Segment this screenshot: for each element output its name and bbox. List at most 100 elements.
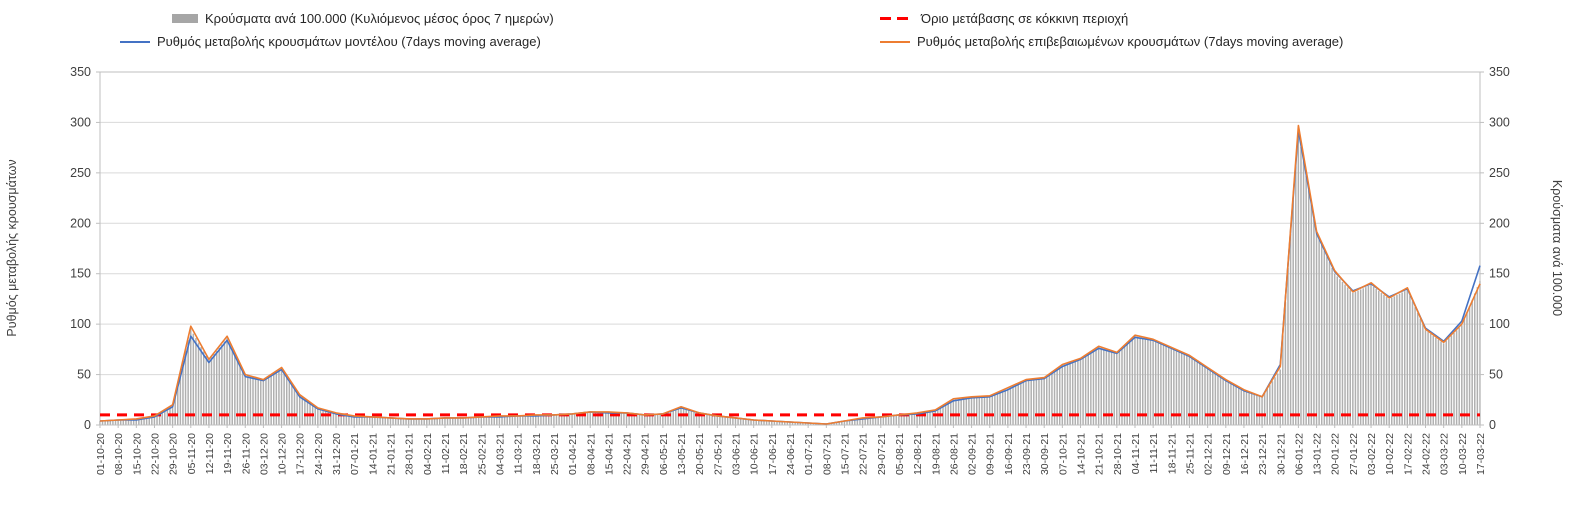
right-y-tick-label: 250: [1489, 166, 1510, 180]
left-axis-title: Ρυθμός μεταβολής κρουσμάτων: [5, 159, 19, 336]
x-tick-label: 20-05-21: [694, 433, 706, 475]
x-tick-label: 23-09-21: [1021, 433, 1033, 475]
x-tick-label: 04-03-21: [494, 433, 506, 475]
threshold-dash-swatch: [880, 17, 914, 20]
confirmed-line-swatch: [880, 40, 910, 43]
x-tick-label: 16-12-21: [1239, 433, 1251, 475]
legend-item-model-rate: Ρυθμός μεταβολής κρουσμάτων μοντέλου (7d…: [120, 34, 541, 49]
left-y-tick-label: 350: [70, 65, 91, 79]
x-tick-label: 08-07-21: [821, 433, 833, 475]
gridlines: [100, 71, 1480, 426]
bar-series-swatch: [172, 14, 198, 23]
chart-legend: Κρούσματα ανά 100.000 (Κυλιόμενος μέσος …: [0, 0, 1569, 56]
x-tick-label: 22-04-21: [622, 433, 634, 475]
right-y-tick-label: 300: [1489, 115, 1510, 129]
x-tick-label: 26-11-20: [240, 433, 252, 474]
x-tick-label: 17-12-20: [295, 433, 307, 475]
legend-row-1: Κρούσματα ανά 100.000 (Κυλιόμενος μέσος …: [0, 9, 1569, 32]
x-tick-label: 01-10-20: [95, 433, 107, 475]
x-tick-label: 03-12-20: [258, 433, 270, 475]
x-tick-label: 26-08-21: [948, 433, 960, 475]
x-tick-label: 10-02-22: [1384, 433, 1396, 475]
x-tick-label: 20-01-22: [1330, 433, 1342, 475]
left-y-tick-label: 300: [70, 115, 91, 129]
legend-label-model-rate: Ρυθμός μεταβολής κρουσμάτων μοντέλου (7d…: [157, 34, 541, 49]
plot-area: Ρυθμός μεταβολής κρουσμάτων Κρούσματα αν…: [5, 65, 1564, 475]
x-tick-label: 18-11-21: [1166, 433, 1178, 474]
x-tick-label: 29-10-20: [168, 433, 180, 475]
x-tick-label: 03-03-22: [1439, 433, 1451, 475]
x-tick-label: 25-03-21: [549, 433, 561, 475]
right-y-tick-label: 50: [1489, 368, 1503, 382]
x-tick-label: 02-12-21: [1203, 433, 1215, 475]
cases-bars: [99, 132, 1481, 426]
x-tick-label: 13-05-21: [676, 433, 688, 475]
legend-row-2: Ρυθμός μεταβολής κρουσμάτων μοντέλου (7d…: [0, 32, 1569, 55]
x-tick-label: 12-11-20: [204, 433, 216, 474]
x-tick-label: 19-08-21: [930, 433, 942, 475]
x-tick-label: 30-09-21: [1039, 433, 1051, 475]
x-tick-label: 18-02-21: [458, 433, 470, 475]
x-tick-label: 24-02-22: [1421, 433, 1433, 475]
left-y-tick-label: 50: [77, 368, 91, 382]
x-tick-label: 05-11-20: [186, 433, 198, 474]
legend-item-red-threshold: Όριο μετάβασης σε κόκκινη περιοχή: [880, 11, 1128, 26]
x-tick-label: 22-07-21: [858, 433, 870, 475]
legend-label-confirmed-rate: Ρυθμός μεταβολής επιβεβαιωμένων κρουσμάτ…: [917, 34, 1344, 49]
x-tick-label: 10-06-21: [749, 433, 761, 475]
x-tick-label: 07-10-21: [1057, 433, 1069, 475]
legend-item-cases-per-100k: Κρούσματα ανά 100.000 (Κυλιόμενος μέσος …: [172, 11, 554, 26]
x-tick-label: 22-10-20: [149, 433, 161, 475]
right-y-tick-label: 150: [1489, 267, 1510, 281]
x-tick-label: 27-05-21: [712, 433, 724, 475]
x-tick-label: 10-12-20: [277, 433, 289, 475]
x-tick-label: 16-09-21: [1003, 433, 1015, 475]
x-tick-label: 18-03-21: [531, 433, 543, 475]
x-tick-label: 28-10-21: [1112, 433, 1124, 475]
x-tick-label: 01-04-21: [567, 433, 579, 475]
x-tick-label: 06-05-21: [658, 433, 670, 475]
x-tick-label: 19-11-20: [222, 433, 234, 474]
x-tick-label: 27-01-22: [1348, 433, 1360, 475]
right-y-tick-label: 0: [1489, 418, 1496, 432]
x-tick-label: 15-04-21: [603, 433, 615, 475]
x-tick-label: 11-11-21: [1148, 433, 1160, 474]
x-tick-label: 13-01-22: [1312, 433, 1324, 475]
x-tick-label: 08-04-21: [585, 433, 597, 475]
x-tick-label: 14-01-21: [367, 433, 379, 475]
x-tick-label: 04-02-21: [422, 433, 434, 475]
x-tick-label: 15-07-21: [839, 433, 851, 475]
x-tick-label: 15-10-20: [131, 433, 143, 475]
x-tick-label: 25-11-21: [1184, 433, 1196, 474]
x-tick-label: 29-04-21: [640, 433, 652, 475]
axes: 0 0 50 50 100 100 150 150 200 200 250 250 300 300 350 3…: [70, 65, 1510, 475]
x-tick-label: 25-02-21: [476, 433, 488, 475]
x-tick-label: 04-11-21: [1130, 433, 1142, 474]
x-tick-label: 28-01-21: [404, 433, 416, 475]
x-tick-label: 11-02-21: [440, 433, 452, 474]
legend-label-red-threshold: Όριο μετάβασης σε κόκκινη περιοχή: [921, 11, 1129, 26]
x-tick-label: 03-06-21: [731, 433, 743, 475]
legend-label-cases-per-100k: Κρούσματα ανά 100.000 (Κυλιόμενος μέσος …: [205, 11, 554, 26]
x-tick-label: 06-01-22: [1293, 433, 1305, 475]
x-tick-label: 31-12-20: [331, 433, 343, 475]
left-y-tick-label: 250: [70, 166, 91, 180]
x-tick-label: 17-02-22: [1402, 433, 1414, 475]
left-y-tick-label: 150: [70, 267, 91, 281]
x-tick-label: 02-09-21: [967, 433, 979, 475]
x-tick-label: 14-10-21: [1076, 433, 1088, 475]
right-y-tick-label: 350: [1489, 65, 1510, 79]
x-tick-label: 12-08-21: [912, 433, 924, 475]
confirmed-rate-line: [99, 124, 1481, 425]
x-tick-label: 29-07-21: [876, 433, 888, 475]
x-tick-label: 08-10-20: [113, 433, 125, 475]
x-tick-label: 24-06-21: [785, 433, 797, 475]
x-tick-label: 23-12-21: [1257, 433, 1269, 475]
right-y-tick-label: 200: [1489, 216, 1510, 230]
left-y-tick-label: 0: [84, 418, 91, 432]
x-tick-label: 09-09-21: [985, 433, 997, 475]
x-tick-label: 05-08-21: [894, 433, 906, 475]
x-tick-label: 01-07-21: [803, 433, 815, 475]
x-tick-label: 30-12-21: [1275, 433, 1287, 475]
x-tick-label: 21-10-21: [1094, 433, 1106, 475]
